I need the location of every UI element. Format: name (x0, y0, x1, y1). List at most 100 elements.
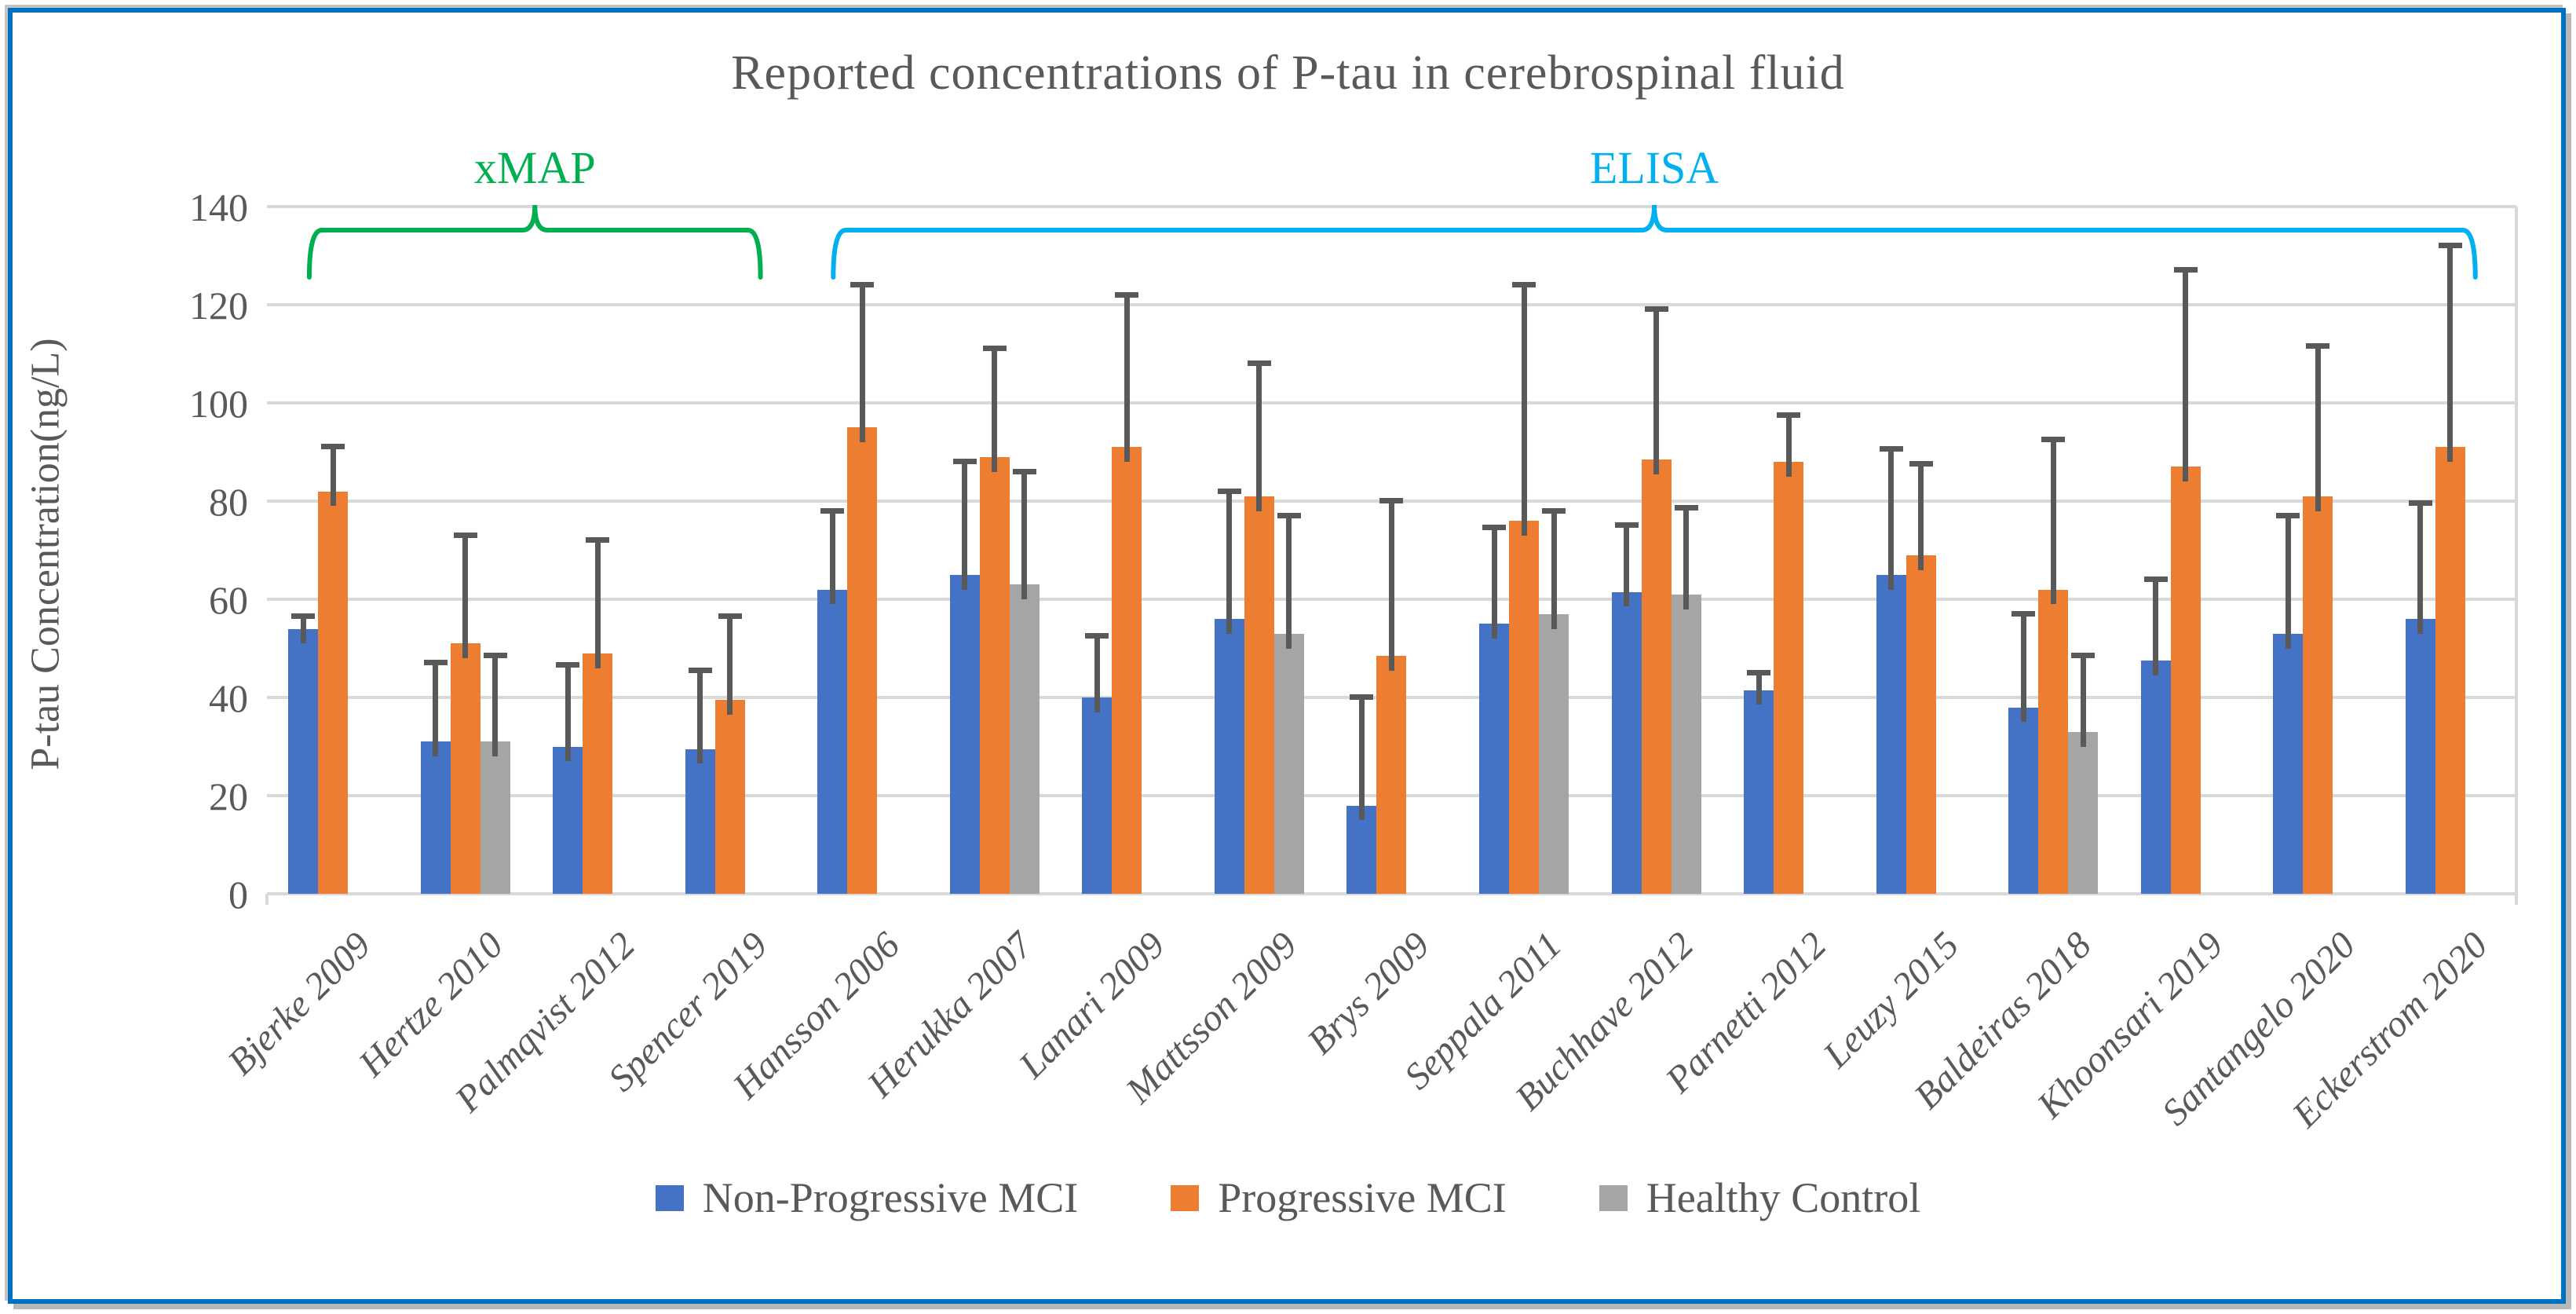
error-bar-cap (1644, 306, 1668, 313)
error-bar (2447, 246, 2454, 462)
bar-healthy-control (1539, 613, 1569, 894)
error-bar (829, 511, 835, 605)
bar-slot (1376, 207, 1407, 894)
bar-group-bjerke-2009 (267, 207, 400, 894)
bar-healthy-control (480, 741, 510, 894)
error-bar (992, 349, 998, 472)
error-bar-cap (1879, 446, 1903, 452)
legend: Non-Progressive MCI Progressive MCI Health… (0, 1173, 2576, 1222)
bar-healthy-control (1671, 594, 1701, 894)
error-bar-cap (1115, 291, 1139, 298)
error-bar (1124, 295, 1130, 462)
error-bar (1286, 515, 1292, 649)
gridline-y-120 (267, 303, 2516, 306)
bar-slot (949, 207, 980, 894)
bar-progressive-mci (847, 427, 878, 894)
error-bar (1918, 464, 1924, 570)
bar-progressive-mci (2435, 447, 2465, 894)
error-bar (697, 670, 703, 764)
error-bar (433, 663, 439, 756)
error-bar (2153, 580, 2159, 675)
bar-progressive-mci (2038, 589, 2069, 894)
bar-non-progressive-mci (553, 746, 583, 894)
bar-slot (817, 207, 848, 894)
gridline-y-0 (267, 892, 2516, 895)
error-bar-cap (1747, 669, 1771, 675)
error-bar-cap (321, 444, 345, 450)
bar-progressive-mci (1244, 496, 1274, 894)
bar-group-santangelo-2020 (2252, 207, 2384, 894)
error-bar-cap (2306, 343, 2330, 350)
bracket-elisa (831, 204, 2478, 280)
legend-item-non-progressive-mci: Non-Progressive MCI (655, 1173, 1079, 1222)
bar-slot (979, 207, 1010, 894)
error-bar-cap (423, 660, 448, 666)
error-bar-cap (2438, 243, 2462, 248)
bar-non-progressive-mci (2405, 619, 2435, 894)
error-bar (1653, 309, 1660, 474)
error-bar-cap (556, 662, 580, 668)
error-bar-cap (952, 459, 977, 464)
error-bar (1756, 672, 1762, 705)
legend-swatch-non-progressive-mci (655, 1184, 684, 1211)
bar-group-mattsson-2009 (1193, 207, 1326, 894)
error-bar (2020, 613, 2026, 723)
error-bar-cap (1379, 498, 1404, 504)
x-label-brys-2009: Brys 2009 (1299, 924, 1438, 1063)
bar-group-spencer-2019 (664, 207, 797, 894)
bar-progressive-mci (2170, 467, 2201, 894)
error-bar (859, 285, 865, 442)
bar-group-khoonsari-2019 (2119, 207, 2252, 894)
bar-progressive-mci (1641, 459, 1672, 894)
bar-slot (1876, 207, 1906, 894)
bar-non-progressive-mci (2008, 707, 2039, 894)
x-axis-labels: Bjerke 2009 Hertze 2010 Palmqvist 2012 Spen… (220, 913, 2516, 1180)
bar-slot (2008, 207, 2039, 894)
error-bar-cap (2276, 512, 2300, 518)
bar-slot (1906, 207, 1936, 894)
error-bar-cap (1542, 507, 1566, 514)
method-label-elisa: ELISA (1589, 142, 1719, 193)
error-bar-cap (1482, 525, 1506, 531)
bar-progressive-mci (318, 491, 349, 894)
error-bar-cap (1614, 522, 1639, 529)
error-bar-cap (1247, 361, 1271, 366)
bar-slot (1539, 207, 1569, 894)
bar-progressive-mci (2303, 496, 2333, 894)
x-axis-end-tick-1 (2515, 894, 2518, 905)
bar-group-leuzy-2015 (1854, 207, 1987, 894)
error-bar (1094, 635, 1100, 712)
bar-slot (2170, 207, 2201, 894)
error-bar-cap (2071, 652, 2096, 658)
bar-slot (714, 207, 745, 894)
error-bar (2417, 503, 2424, 634)
bar-slot (1509, 207, 1539, 894)
error-bar (1888, 449, 1895, 590)
bar-group-seppala-2011 (1458, 207, 1591, 894)
bar-group-eckerstrom-2020 (2384, 207, 2516, 894)
bar-slot (420, 207, 451, 894)
error-bar (462, 535, 469, 658)
bar-slot (1479, 207, 1509, 894)
error-bar (1491, 528, 1497, 639)
legend-label: Non-Progressive MCI (702, 1174, 1079, 1221)
bar-group-palmqvist-2012 (532, 207, 664, 894)
bar-group-parnetti-2012 (1723, 207, 1855, 894)
error-bar-cap (1674, 505, 1698, 511)
bar-slot (318, 207, 349, 894)
error-bar (2315, 346, 2321, 511)
bar-slot (1214, 207, 1244, 894)
legend-swatch-progressive-mci (1171, 1184, 1200, 1211)
error-bar (2080, 655, 2086, 747)
bar-non-progressive-mci (1744, 690, 1774, 894)
bar-slot (2303, 207, 2333, 894)
bar-progressive-mci (1774, 462, 1804, 894)
error-bar-cap (1217, 488, 1241, 494)
error-bar-cap (718, 613, 742, 619)
error-bar (1021, 471, 1028, 599)
bar-non-progressive-mci (288, 628, 319, 894)
method-label-xmap: xMAP (473, 142, 596, 193)
bar-slot (1082, 207, 1113, 894)
bar-slot (1611, 207, 1642, 894)
bar-progressive-mci (979, 456, 1010, 894)
